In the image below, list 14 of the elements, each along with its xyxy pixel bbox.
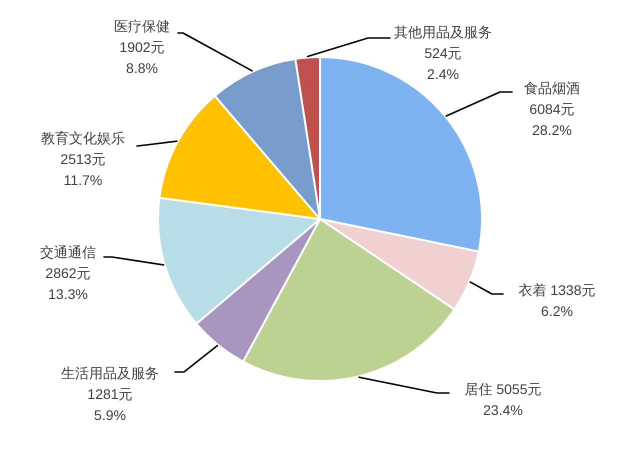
- data-label: 1902元 8.8%: [119, 39, 165, 76]
- slice-label: 交通通信: [40, 244, 96, 260]
- slice-label: 衣着 1338元 6.2%: [518, 282, 596, 319]
- slice-label: 生活用品及服务: [61, 365, 159, 381]
- data-label: 1281元 5.9%: [87, 386, 133, 423]
- data-label: 524元 2.4%: [424, 45, 462, 82]
- slice-label: 医疗保健: [114, 18, 170, 34]
- data-label: 6084元 28.2%: [529, 101, 575, 138]
- data-label: 2862元 13.3%: [45, 265, 91, 302]
- slice-label: 食品烟酒: [524, 80, 580, 96]
- slice-label: 教育文化娱乐: [41, 130, 125, 146]
- slice-label: 其他用品及服务: [394, 24, 492, 40]
- data-label: 2513元 11.7%: [60, 151, 106, 188]
- slice-label: 居住 5055元 23.4%: [464, 381, 542, 418]
